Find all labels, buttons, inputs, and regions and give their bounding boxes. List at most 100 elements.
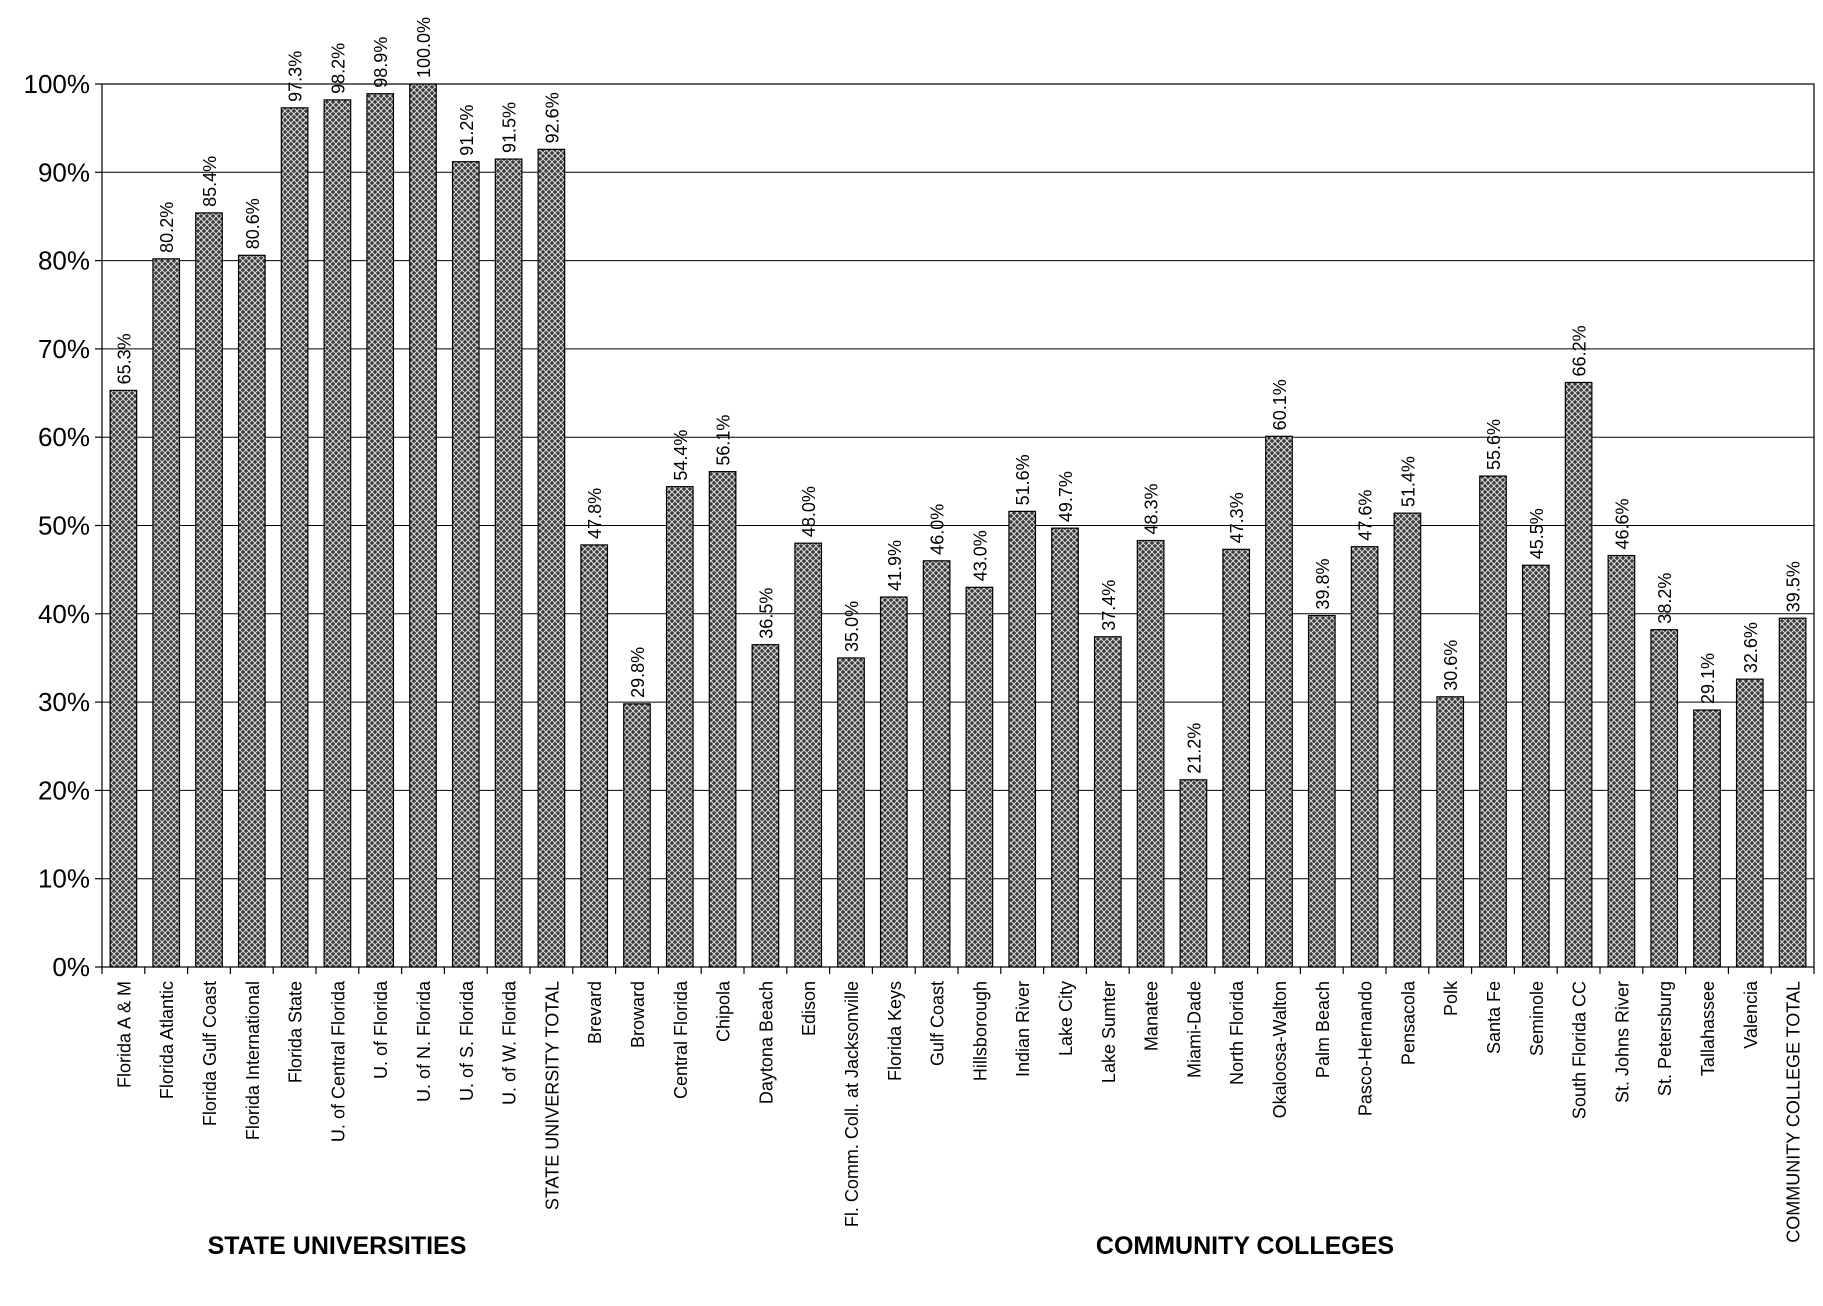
bar-community-college-total: [1778, 617, 1807, 968]
bar-u-of-n-florida: [409, 83, 437, 968]
category-label: Florida A & M: [114, 981, 134, 1088]
bar-seminole: [1521, 564, 1550, 968]
data-label: 35.0%: [842, 601, 862, 652]
category-label: Gulf Coast: [928, 981, 948, 1066]
category-label: Valencia: [1741, 980, 1761, 1049]
category-label: South Florida CC: [1570, 981, 1590, 1119]
bar-central-florida: [665, 486, 694, 968]
category-label: North Florida: [1227, 980, 1247, 1085]
category-label: STATE UNIVERSITY TOTAL: [542, 981, 562, 1210]
data-label: 29.1%: [1698, 653, 1718, 704]
bar-pasco-hernando: [1350, 546, 1379, 968]
bar-hillsborough: [965, 586, 994, 968]
category-label: Fl. Comm. Coll. at Jacksonville: [842, 981, 862, 1227]
bar-florida-keys: [879, 596, 908, 968]
y-tick-label: 10%: [38, 864, 90, 894]
data-label: 38.2%: [1655, 573, 1675, 624]
bars: [109, 83, 1807, 968]
data-label: 65.3%: [114, 333, 134, 384]
category-label: Chipola: [714, 980, 734, 1042]
data-label: 97.3%: [286, 51, 306, 102]
bar-south-florida-cc: [1564, 381, 1593, 968]
category-label: Brevard: [585, 981, 605, 1044]
category-label: Indian River: [1013, 981, 1033, 1077]
category-label: Pensacola: [1398, 980, 1418, 1065]
data-label: 91.5%: [500, 102, 520, 153]
bar-florida-international: [237, 254, 266, 968]
data-labels: 65.3% 80.2% 85.4% 80.6% 97.3% 98.2% 98.9% 100.0…: [114, 17, 1803, 774]
bar-daytona-beach: [751, 644, 780, 968]
bar-miami-dade: [1179, 779, 1208, 968]
category-label: U. of Central Florida: [328, 980, 348, 1142]
category-label: Florida Atlantic: [157, 981, 177, 1099]
bar-brevard: [580, 544, 609, 968]
category-label: Central Florida: [671, 980, 691, 1099]
category-label: Florida Gulf Coast: [200, 981, 220, 1126]
bar-florida-gulf-coast: [195, 212, 223, 968]
category-label: U. of S. Florida: [457, 980, 477, 1101]
category-label: Florida State: [286, 981, 306, 1083]
category-label: Florida Keys: [885, 981, 905, 1081]
bar-indian-river: [1008, 510, 1037, 968]
category-label: Miami-Dade: [1184, 981, 1204, 1078]
data-label: 48.0%: [799, 486, 819, 537]
bar-broward: [623, 703, 651, 968]
x-axis: Florida A & M Florida Atlantic Florida Gul…: [101, 967, 1815, 1243]
data-label: 51.4%: [1398, 456, 1418, 507]
bar-u-of-w-florida: [494, 158, 523, 968]
bar-fl-comm-coll-at-jacksonville: [837, 657, 865, 968]
bar-lake-sumter: [1093, 636, 1122, 968]
category-label: Edison: [799, 981, 819, 1036]
y-axis: 0% 10% 20% 30% 40% 50% 60% 70% 80% 90% 100%: [24, 69, 102, 982]
y-tick-label: 30%: [38, 687, 90, 717]
data-label: 54.4%: [671, 430, 691, 481]
data-label: 46.0%: [928, 504, 948, 555]
data-label: 29.8%: [628, 647, 648, 698]
data-label: 80.2%: [157, 202, 177, 253]
data-label: 32.6%: [1741, 622, 1761, 673]
data-label: 47.6%: [1356, 490, 1376, 541]
bar-u-of-central-florida: [323, 99, 352, 968]
data-label: 91.2%: [457, 105, 477, 156]
y-tick-label: 50%: [38, 511, 90, 541]
gridlines: [101, 83, 1815, 968]
group-label-community-colleges: COMMUNITY COLLEGES: [1096, 1232, 1394, 1260]
data-label: 37.4%: [1099, 580, 1119, 631]
y-tick-label: 80%: [38, 246, 90, 276]
bar-u-of-florida: [366, 93, 395, 968]
bar-valencia: [1735, 678, 1764, 968]
bar-pensacola: [1393, 512, 1422, 968]
bar-okaloosa-walton: [1265, 435, 1293, 968]
category-label: Seminole: [1527, 981, 1547, 1056]
y-tick-label: 90%: [38, 157, 90, 187]
data-label: 60.1%: [1270, 379, 1290, 430]
category-label: Santa Fe: [1484, 981, 1504, 1054]
data-label: 48.3%: [1142, 483, 1162, 534]
bar-santa-fe: [1479, 475, 1507, 968]
data-label: 45.5%: [1527, 508, 1547, 559]
data-label: 30.6%: [1441, 640, 1461, 691]
bar-state-university-total: [537, 148, 566, 968]
y-tick-label: 100%: [24, 69, 91, 99]
bar-polk: [1436, 696, 1465, 968]
data-label: 56.1%: [714, 415, 734, 466]
category-label: Florida International: [243, 981, 263, 1140]
bar-tallahassee: [1693, 709, 1721, 968]
y-tick-label: 0%: [52, 952, 90, 982]
y-tick-label: 40%: [38, 599, 90, 629]
category-label: Manatee: [1142, 981, 1162, 1051]
data-label: 80.6%: [243, 198, 263, 249]
data-label: 41.9%: [885, 540, 905, 591]
category-label: Hillsborough: [970, 981, 990, 1081]
bar-lake-city: [1051, 527, 1079, 968]
data-label: 49.7%: [1056, 471, 1076, 522]
bar-u-of-s-florida: [451, 161, 480, 968]
category-label: Pasco-Hernando: [1356, 981, 1376, 1116]
data-label: 98.2%: [328, 43, 348, 94]
data-label: 36.5%: [756, 588, 776, 639]
bar-palm-beach: [1307, 614, 1336, 968]
category-label: Palm Beach: [1313, 981, 1333, 1078]
bar-st-johns-river: [1607, 554, 1636, 968]
bar-gulf-coast: [922, 560, 951, 968]
